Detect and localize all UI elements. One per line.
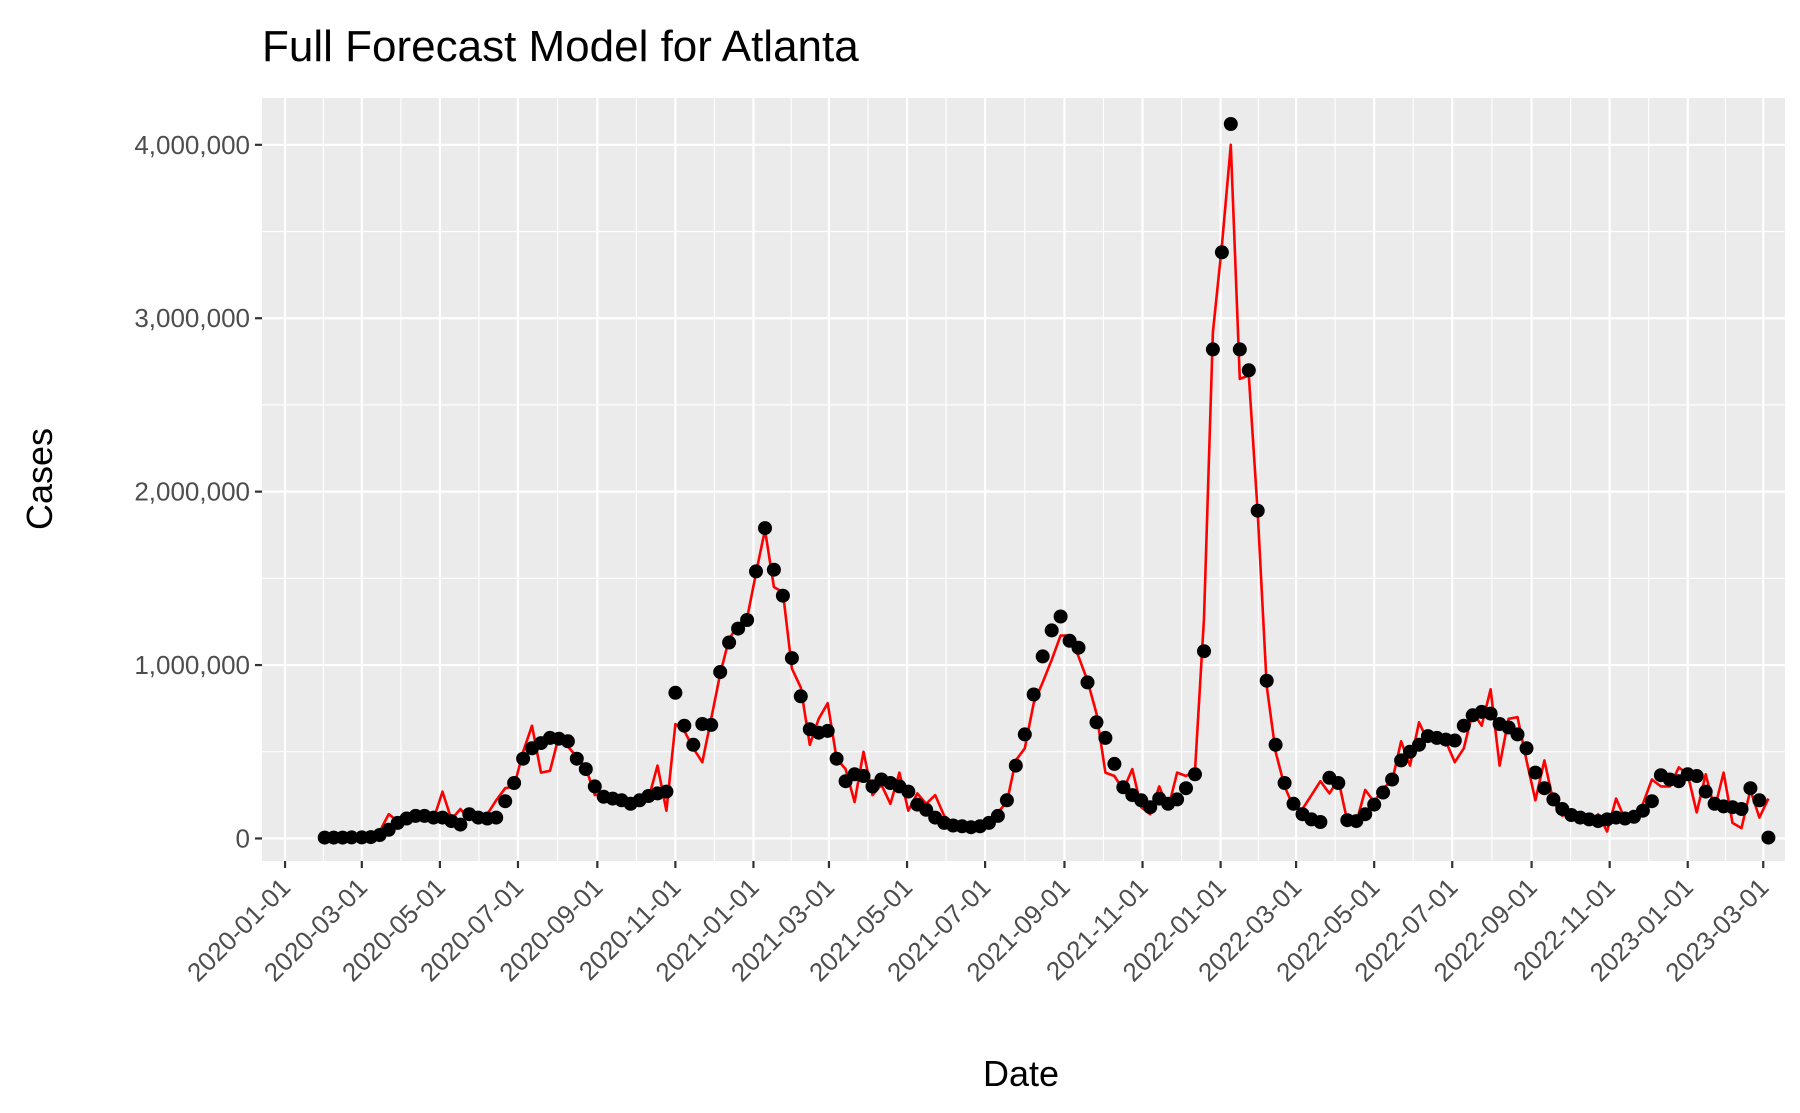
observed-point xyxy=(775,588,790,603)
y-tick-label: 4,000,000 xyxy=(134,130,250,160)
observed-point xyxy=(677,718,692,733)
observed-point xyxy=(1214,245,1229,260)
observed-point xyxy=(1376,785,1391,800)
observed-point xyxy=(1510,727,1525,742)
y-axis: 0 1,000,000 2,000,000 3,000,000 4,000,000 xyxy=(134,130,262,853)
y-tick-label: 2,000,000 xyxy=(134,477,250,507)
observed-point xyxy=(1205,342,1220,357)
observed-point xyxy=(1367,797,1382,812)
observed-point xyxy=(1026,687,1041,702)
observed-point xyxy=(1635,803,1650,818)
observed-point xyxy=(1277,776,1292,790)
observed-point xyxy=(1519,741,1534,756)
observed-point xyxy=(1385,772,1400,787)
observed-point xyxy=(1170,792,1185,807)
observed-point xyxy=(749,564,763,579)
y-axis-title: Cases xyxy=(19,428,60,530)
y-tick-label: 3,000,000 xyxy=(134,303,250,333)
observed-point xyxy=(578,762,593,777)
observed-point xyxy=(453,817,468,832)
observed-point xyxy=(344,830,359,845)
observed-point xyxy=(1008,758,1023,773)
observed-point xyxy=(1017,727,1032,742)
observed-point xyxy=(722,635,737,650)
observed-point xyxy=(740,613,755,627)
observed-point xyxy=(1752,793,1767,808)
observed-point xyxy=(587,779,602,794)
observed-point xyxy=(1232,342,1247,357)
observed-point xyxy=(1734,802,1749,816)
y-tick-label: 0 xyxy=(236,823,250,853)
observed-point xyxy=(704,717,719,732)
observed-point xyxy=(1143,800,1158,815)
observed-point xyxy=(569,751,584,766)
y-tick-label: 1,000,000 xyxy=(134,650,250,680)
observed-point xyxy=(1071,640,1086,655)
observed-point xyxy=(1259,673,1274,688)
observed-point xyxy=(1447,733,1462,748)
observed-point xyxy=(1537,781,1552,796)
observed-point xyxy=(1313,815,1328,829)
observed-point xyxy=(1035,649,1050,664)
observed-point xyxy=(793,689,808,704)
observed-point xyxy=(758,521,772,536)
plot-panel xyxy=(262,98,1785,861)
observed-point xyxy=(1358,807,1373,822)
observed-point xyxy=(1483,706,1498,721)
observed-point xyxy=(1241,363,1256,378)
observed-point xyxy=(1268,737,1283,752)
observed-point xyxy=(1528,765,1543,780)
observed-point xyxy=(1107,756,1122,771)
observed-point xyxy=(507,776,522,790)
observed-point xyxy=(1080,675,1095,690)
observed-point xyxy=(1698,784,1713,799)
observed-point xyxy=(766,562,781,577)
chart-title: Full Forecast Model for Atlanta xyxy=(262,22,859,71)
observed-point xyxy=(659,784,674,799)
observed-point xyxy=(731,621,746,636)
observed-point xyxy=(1412,737,1426,752)
observed-point xyxy=(668,685,683,700)
observed-point xyxy=(1644,794,1659,809)
observed-point xyxy=(999,793,1014,808)
observed-point xyxy=(1689,769,1704,783)
observed-point xyxy=(1394,753,1409,768)
observed-point xyxy=(901,784,916,799)
observed-point xyxy=(1188,767,1202,782)
observed-point xyxy=(1197,644,1211,659)
observed-point xyxy=(1053,609,1068,624)
observed-point xyxy=(1286,796,1301,811)
x-axis-title: Date xyxy=(983,1053,1059,1094)
grid-major xyxy=(262,98,1785,861)
observed-point xyxy=(1761,830,1776,845)
observed-point xyxy=(1250,503,1265,518)
observed-point xyxy=(516,751,531,766)
observed-point xyxy=(686,737,701,752)
observed-point xyxy=(990,808,1005,823)
observed-point xyxy=(713,665,728,679)
series-layer xyxy=(317,117,1776,845)
observed-point xyxy=(829,751,844,766)
observed-point xyxy=(1089,715,1104,730)
observed-point xyxy=(820,723,835,738)
observed-point xyxy=(1331,776,1346,790)
x-axis: 2020-01-012020-03-012020-05-012020-07-01… xyxy=(181,861,1774,987)
observed-point xyxy=(1044,623,1059,638)
observed-point xyxy=(1456,718,1471,733)
observed-point xyxy=(560,734,575,749)
observed-point xyxy=(489,810,504,825)
observed-point xyxy=(784,651,799,666)
observed-point xyxy=(1546,792,1561,807)
observed-point xyxy=(1223,117,1238,131)
observed-point xyxy=(1098,730,1113,745)
observed-point xyxy=(1179,781,1193,796)
observed-point xyxy=(1743,781,1758,796)
observed-point xyxy=(856,769,871,783)
observed-point xyxy=(498,794,513,809)
